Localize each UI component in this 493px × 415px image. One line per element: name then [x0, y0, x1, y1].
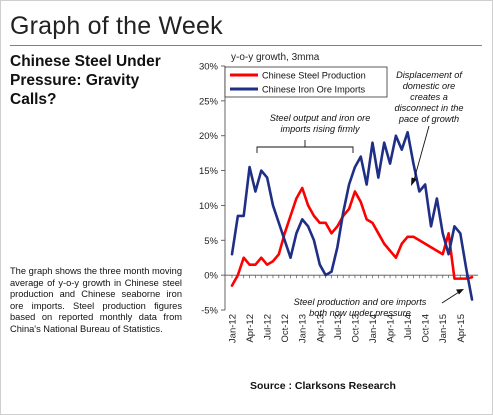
- annotation-displacement-line-4: disconnect in the: [395, 103, 464, 113]
- chart-series: [230, 130, 474, 301]
- series-line-iron-ore-imports: [230, 130, 474, 301]
- annotation-displacement-line-2: domestic ore: [403, 81, 456, 91]
- headline-line: Pressure: Gravity: [10, 72, 140, 89]
- title-divider: [10, 45, 482, 46]
- y-tick-label: 20%: [199, 131, 219, 142]
- annotation-pressure-arrow: [441, 291, 460, 304]
- series-line-steel-production: [230, 186, 474, 287]
- x-tick-label: Oct-14: [421, 314, 432, 343]
- annotation-displacement-line-5: pace of growth: [398, 114, 459, 124]
- legend-box: [224, 66, 388, 98]
- x-tick-label: Jan-14: [368, 314, 379, 343]
- annotation-pressure-line-2: both now under pressure: [309, 308, 411, 318]
- steel-ore-line-chart: y-o-y growth, 3mma -5% 0% 5% 10% 15% 20% 25% 30…: [199, 52, 478, 343]
- headline: Chinese Steel Under Pressure: Gravity Ca…: [10, 52, 180, 109]
- y-tick-label: 5%: [204, 236, 218, 247]
- x-tick-label: Jul-12: [263, 314, 274, 340]
- annotation-displacement-line-1: Displacement of: [396, 70, 463, 80]
- y-tick-label: 30%: [199, 62, 219, 73]
- x-tick-label: Jan-13: [298, 314, 309, 343]
- annotation-displacement-arrowhead: [411, 177, 417, 186]
- y-tick-label: 10%: [199, 201, 219, 212]
- annotation-rising-line-2: imports rising firmly: [280, 124, 361, 134]
- x-tick-label: Oct-12: [280, 314, 291, 343]
- legend-label-steel: Chinese Steel Production: [262, 71, 366, 81]
- x-tick-label: Oct-13: [350, 314, 361, 343]
- y-tick-label: 0%: [204, 271, 218, 282]
- x-tick-label: Jan-12: [228, 314, 239, 343]
- chart-axes: -5% 0% 5% 10% 15% 20% 25% 30% Jan-12 Apr-12 Jul-12…: [199, 62, 478, 343]
- x-tick-label: Apr-13: [315, 314, 326, 343]
- x-tick-label: Apr-12: [245, 314, 256, 343]
- annotation-pressure-arrowhead: [456, 289, 464, 295]
- description-text: The graph shows the three month moving a…: [10, 266, 182, 334]
- annotation-pressure-line-1: Steel production and ore imports: [294, 297, 427, 307]
- x-tick-label: Jul-13: [333, 314, 344, 340]
- chart-annotations: Steel output and iron ore imports rising…: [256, 70, 464, 318]
- headline-line: Calls?: [10, 91, 57, 108]
- headline-line: Chinese Steel Under: [10, 53, 161, 70]
- source-note: Source : Clarksons Research: [250, 380, 396, 392]
- annotation-rising-line-1: Steel output and iron ore: [270, 113, 371, 123]
- y-tick-label: 15%: [199, 166, 219, 177]
- y-tick-label: 25%: [199, 96, 219, 107]
- x-tick-label: Jul-14: [403, 314, 414, 340]
- x-tick-label: Jan-15: [438, 314, 449, 343]
- x-tick-label: Apr-14: [386, 314, 397, 343]
- chart-legend: Chinese Steel Production Chinese Iron Or…: [224, 66, 388, 98]
- y-axis-label: y-o-y growth, 3mma: [231, 52, 320, 63]
- y-tick-label: -5%: [201, 306, 218, 317]
- annotation-displacement-line-3: creates a: [410, 92, 448, 102]
- legend-label-ore: Chinese Iron Ore Imports: [262, 85, 366, 95]
- annotation-displacement-arrow: [413, 125, 430, 181]
- annotation-rising-bracket: [256, 140, 354, 153]
- page-title: Graph of the Week: [10, 12, 223, 40]
- x-tick-label: Apr-15: [456, 314, 467, 343]
